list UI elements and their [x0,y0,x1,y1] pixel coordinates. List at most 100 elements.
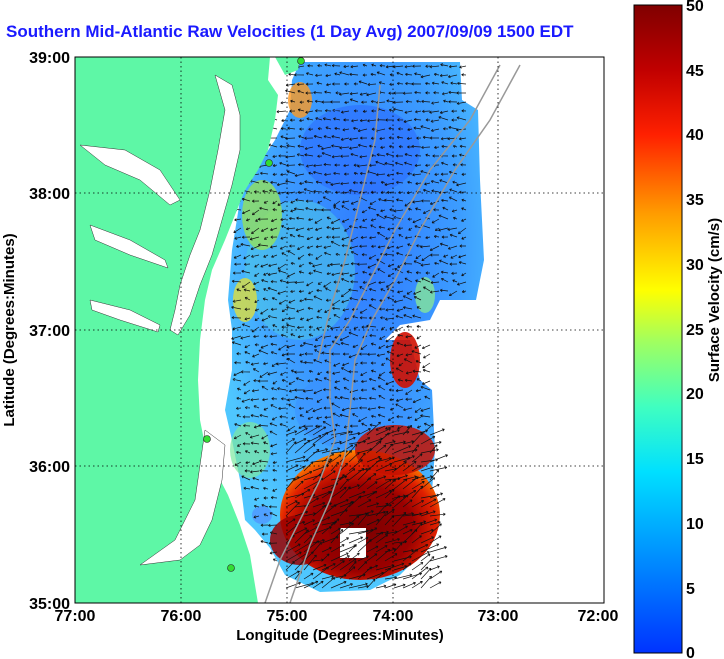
velocity-arrow [236,352,242,356]
velocity-arrow [279,161,287,166]
velocity-arrow [420,567,432,580]
velocity-arrow [324,172,332,177]
velocity-arrow [272,200,278,205]
velocity-arrow [361,422,368,427]
velocity-arrow [280,371,287,376]
velocity-arrow [331,235,341,239]
velocity-arrow [280,217,287,222]
velocity-arrow [384,198,395,202]
velocity-arrow [331,272,341,277]
velocity-arrow [395,154,404,158]
velocity-arrow [261,532,269,536]
velocity-arrow [304,297,314,301]
velocity-arrow [353,171,359,175]
velocity-arrow [317,308,323,313]
velocity-arrow [451,109,458,113]
velocity-arrow [332,108,341,112]
velocity-arrow [375,427,391,436]
velocity-arrow [420,407,431,412]
velocity-arrow [424,182,431,186]
velocity-arrow [384,553,398,562]
velocity-arrow [305,396,314,401]
velocity-arrow [316,398,323,403]
velocity-arrow [281,252,287,256]
velocity-arrow [244,406,251,410]
velocity-arrow [451,209,458,213]
velocity-arrow [357,467,371,481]
velocity-arrow [332,412,341,418]
velocity-arrow [244,317,251,321]
velocity-arrow [305,82,314,86]
velocity-arrow [393,511,407,526]
velocity-arrow [251,199,260,203]
velocity-arrow [241,398,251,403]
velocity-arrow [416,325,422,329]
velocity-arrow [315,335,323,341]
velocity-arrow [331,340,341,346]
velocity-arrow [285,455,306,463]
velocity-arrow [334,126,341,131]
velocity-arrow [241,235,251,239]
velocity-arrow [420,414,431,418]
velocity-arrow [395,398,404,402]
velocity-arrow [285,570,300,580]
velocity-arrow [312,407,323,413]
velocity-arrow [403,119,413,123]
velocity-arrow [280,173,287,177]
velocity-arrow [294,480,304,490]
velocity-arrow [236,406,242,410]
velocity-arrow [423,353,431,359]
velocity-arrow [398,234,404,238]
colorbar-tick-label: 5 [686,581,695,598]
velocity-arrow [307,253,314,257]
velocity-arrow [285,518,296,526]
velocity-arrow [403,358,413,364]
velocity-arrow [304,180,314,184]
velocity-arrow [402,520,416,526]
velocity-arrow [412,314,422,319]
velocity-arrow [317,200,323,204]
velocity-arrow [397,81,404,86]
velocity-arrow [434,261,440,265]
x-tick-label: 72:00 [578,608,619,625]
velocity-arrow [421,199,431,203]
velocity-arrow [308,127,314,131]
velocity-arrow [316,81,323,85]
velocity-arrow [303,448,320,463]
velocity-arrow [245,432,251,436]
velocity-arrow [414,416,422,421]
velocity-arrow [298,135,305,139]
velocity-arrow [379,307,386,311]
velocity-arrow [314,349,323,355]
velocity-arrow [323,344,332,348]
velocity-arrow [253,405,260,409]
velocity-arrow [349,245,359,250]
velocity-arrow [339,71,350,76]
velocity-arrow [251,326,260,333]
velocity-arrow [278,344,287,351]
velocity-arrow [313,164,323,168]
velocity-arrow [411,500,424,508]
velocity-arrow [402,440,415,445]
x-tick-label: 74:00 [373,608,414,625]
velocity-arrow [330,100,341,104]
colorbar-tick-label: 30 [686,257,704,274]
velocity-arrow [348,452,360,463]
velocity-arrow [402,476,419,490]
velocity-arrow [253,425,260,429]
velocity-arrow [303,519,315,526]
velocity-arrow [442,206,449,211]
velocity-arrow [288,389,296,393]
velocity-arrow [270,280,278,284]
velocity-arrow [359,155,368,159]
velocity-arrow [396,353,404,358]
velocity-arrow [313,269,323,274]
velocity-arrow [339,450,352,463]
velocity-arrow [357,510,374,517]
velocity-arrow [249,434,260,439]
velocity-arrow [457,81,467,86]
velocity-arrow [339,413,350,418]
velocity-arrow [411,465,422,472]
velocity-arrow [333,362,341,367]
